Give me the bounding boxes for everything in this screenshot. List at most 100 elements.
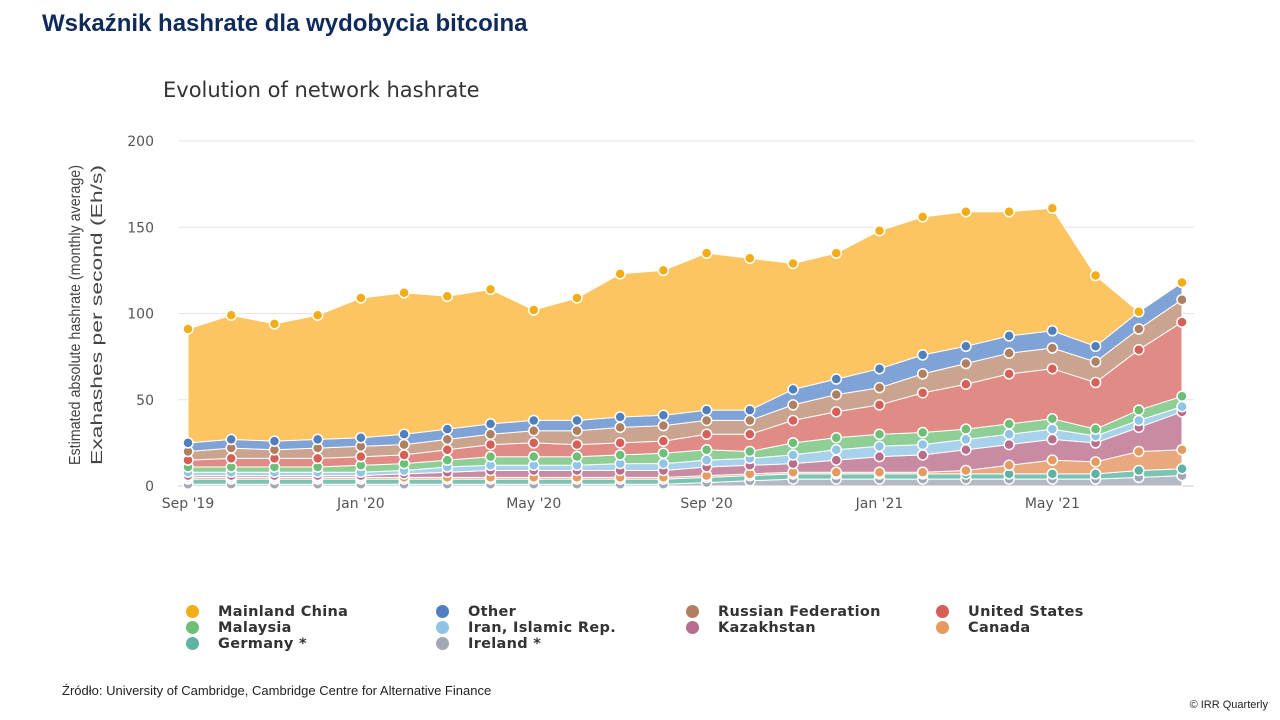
marker-united-states — [1089, 376, 1102, 389]
legend-label: Russian Federation — [718, 603, 881, 620]
marker-germany — [1046, 468, 1059, 480]
marker-united-states — [1003, 368, 1015, 380]
legend-dot-icon — [186, 621, 199, 634]
marker-canada — [830, 466, 843, 478]
marker-united-states — [1176, 316, 1188, 328]
legend-label: Kazakhstan — [718, 619, 816, 636]
marker-other — [1046, 325, 1059, 337]
marker-united-states — [484, 438, 497, 451]
marker-malaysia — [916, 426, 929, 439]
marker-malaysia — [1176, 390, 1188, 403]
legend-item-ireland[interactable]: Ireland * — [436, 636, 686, 652]
marker-malaysia — [830, 431, 843, 444]
marker-mainland-china — [657, 264, 670, 277]
legend-item-germany[interactable]: Germany * — [186, 635, 436, 652]
y-tick-label: 150 — [127, 220, 154, 236]
marker-mainland-china — [744, 252, 756, 265]
marker-other — [1003, 330, 1015, 342]
legend-item-russian-federation[interactable]: Russian Federation — [686, 603, 936, 620]
marker-mainland-china — [268, 318, 281, 330]
marker-malaysia — [1046, 412, 1059, 425]
marker-russian-federation — [787, 399, 799, 411]
marker-other — [657, 409, 670, 422]
marker-russian-federation — [657, 419, 670, 432]
marker-russian-federation — [1176, 293, 1188, 306]
marker-other — [1089, 340, 1102, 353]
legend-label: Canada — [968, 619, 1031, 636]
legend-label: Other — [468, 603, 517, 620]
marker-mainland-china — [182, 323, 194, 335]
marker-other — [441, 423, 454, 435]
source-note: Źródło: University of Cambridge, Cambrid… — [62, 683, 492, 698]
legend-item-malaysia[interactable]: Malaysia — [186, 620, 436, 636]
marker-united-states — [355, 450, 367, 463]
marker-other — [916, 349, 929, 361]
legend-dot-icon — [436, 605, 449, 618]
marker-mainland-china — [916, 211, 929, 223]
marker-mainland-china — [484, 283, 497, 296]
y-tick-label: 0 — [145, 479, 154, 495]
marker-malaysia — [787, 437, 799, 449]
marker-other — [355, 431, 367, 444]
area-mainland-china — [187, 207, 1183, 444]
marker-united-states — [657, 435, 670, 447]
marker-russian-federation — [1046, 342, 1059, 354]
x-tick-label: Jan '20 — [336, 496, 385, 512]
legend-dot-icon — [686, 621, 699, 634]
legend-item-kazakhstan[interactable]: Kazakhstan — [686, 619, 936, 636]
marker-other — [830, 373, 843, 385]
marker-united-states — [311, 452, 324, 465]
legend-item-mainland-china[interactable]: Mainland China — [186, 603, 436, 620]
marker-malaysia — [484, 450, 497, 463]
marker-malaysia — [873, 428, 886, 440]
legend-item-other[interactable]: Other — [436, 603, 686, 620]
marker-other — [182, 437, 194, 449]
marker-iran-islamic-rep — [787, 449, 799, 461]
marker-iran-islamic-rep — [873, 440, 886, 453]
marker-mainland-china — [355, 292, 367, 304]
marker-malaysia — [1003, 418, 1015, 430]
marker-iran-islamic-rep — [1133, 414, 1145, 427]
marker-canada — [1089, 456, 1102, 468]
marker-malaysia — [700, 444, 713, 456]
y-tick-label: 50 — [136, 393, 154, 409]
legend-dot-icon — [436, 637, 449, 650]
marker-russian-federation — [484, 428, 497, 440]
copyright-note: © IRR Quarterly — [1189, 699, 1268, 711]
marker-united-states — [398, 449, 410, 461]
marker-united-states — [1133, 343, 1145, 356]
legend-item-canada[interactable]: Canada — [936, 619, 1146, 636]
marker-other — [700, 404, 713, 416]
marker-other — [787, 383, 799, 396]
y-tick-label: 200 — [127, 134, 154, 150]
legend-label: Germany * — [218, 635, 307, 652]
marker-malaysia — [1133, 404, 1145, 416]
marker-iran-islamic-rep — [1046, 423, 1059, 435]
marker-other — [225, 433, 237, 446]
marker-iran-islamic-rep — [657, 457, 670, 470]
marker-mainland-china — [571, 292, 583, 304]
marker-united-states — [960, 378, 972, 390]
marker-united-states — [571, 438, 583, 451]
marker-germany — [1176, 463, 1188, 475]
marker-malaysia — [657, 447, 670, 459]
marker-other — [614, 411, 626, 423]
marker-russian-federation — [441, 433, 454, 446]
marker-mainland-china — [398, 287, 410, 299]
marker-iran-islamic-rep — [916, 438, 929, 451]
marker-malaysia — [744, 445, 756, 458]
marker-mainland-china — [830, 247, 843, 259]
marker-iran-islamic-rep — [830, 444, 843, 456]
marker-russian-federation — [916, 368, 929, 380]
marker-mainland-china — [1133, 306, 1145, 318]
marker-iran-islamic-rep — [1003, 428, 1015, 440]
legend-item-united-states[interactable]: United States — [936, 604, 1146, 620]
marker-united-states — [1046, 362, 1059, 375]
marker-russian-federation — [830, 388, 843, 401]
marker-mainland-china — [787, 257, 799, 270]
x-tick-label: Sep '20 — [680, 496, 733, 512]
legend-label: Mainland China — [218, 603, 349, 620]
legend-item-iran-islamic-rep[interactable]: Iran, Islamic Rep. — [436, 620, 686, 636]
legend-dot-icon — [936, 605, 949, 618]
